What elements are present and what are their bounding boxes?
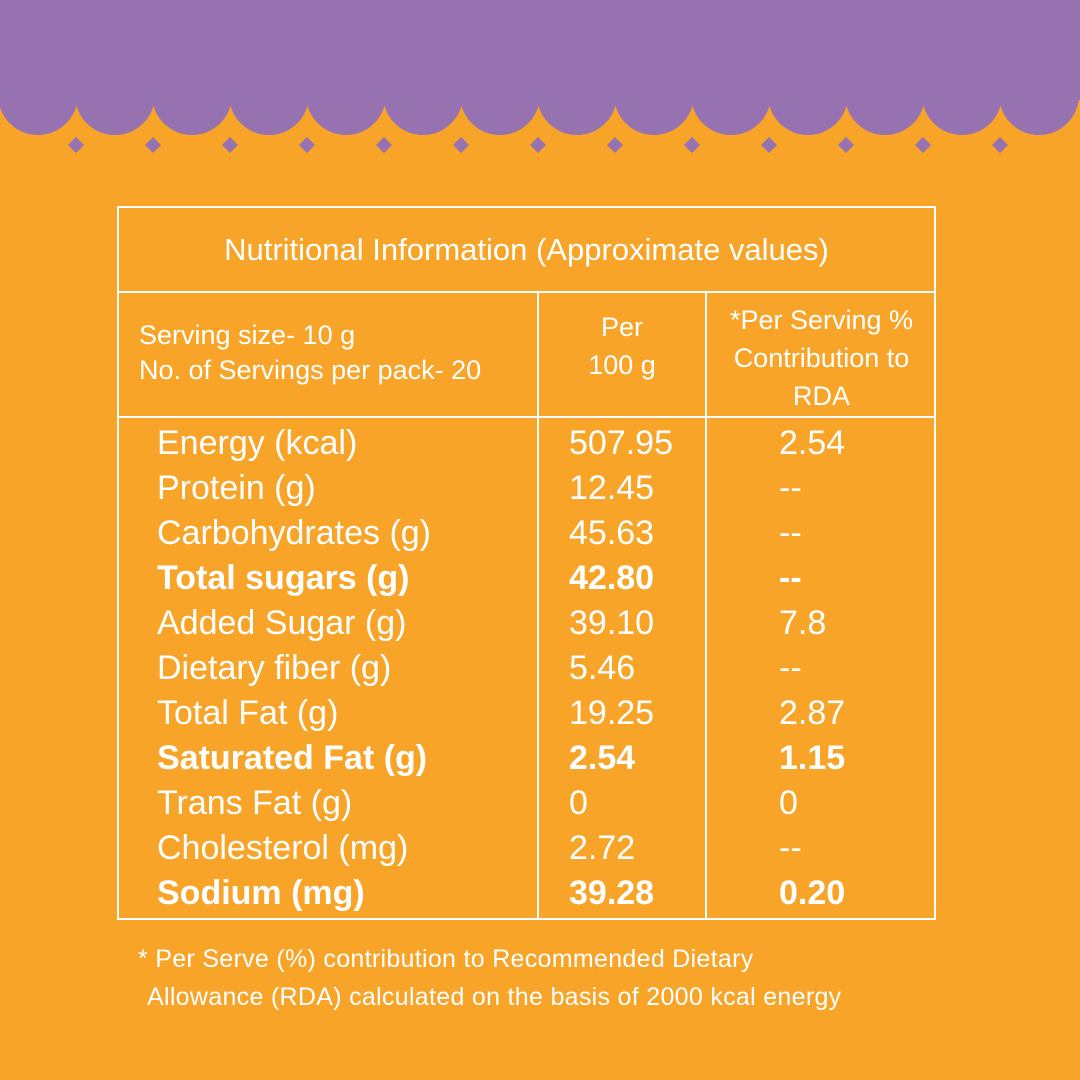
nutrient-rda-percent: -- xyxy=(779,649,802,687)
nutrient-per-100g: 45.63 xyxy=(569,514,655,552)
footnote-line-2: Allowance (RDA) calculated on the basis … xyxy=(147,983,842,1011)
nutrient-label: Cholesterol (mg) xyxy=(157,829,409,867)
header-divider xyxy=(119,416,934,418)
nutrient-per-100g: 39.10 xyxy=(569,604,655,642)
nutrient-rda-percent: -- xyxy=(779,469,802,507)
per-100g-header: Per 100 g xyxy=(588,312,656,380)
nutrient-rda-percent: 0 xyxy=(779,784,798,822)
nutrient-label: Total sugars (g) xyxy=(157,559,410,597)
rda-header: *Per Serving % Contribution to RDA xyxy=(729,305,914,411)
nutrient-per-100g: 5.46 xyxy=(569,649,636,687)
column-divider-2 xyxy=(705,291,707,920)
scalloped-header-band xyxy=(0,0,1080,153)
nutrient-label: Added Sugar (g) xyxy=(157,604,407,642)
table-title: Nutritional Information (Approximate val… xyxy=(224,232,829,267)
nutrient-label: Protein (g) xyxy=(157,469,316,507)
nutrient-label: Sodium (mg) xyxy=(157,874,365,912)
nutrient-rda-percent: 0.20 xyxy=(779,874,846,912)
nutrient-per-100g: 0 xyxy=(569,784,588,822)
servings-per-pack: No. of Servings per pack- 20 xyxy=(139,355,482,385)
serving-size: Serving size- 10 g xyxy=(139,320,356,350)
nutrient-label: Energy (kcal) xyxy=(157,424,358,462)
nutrient-per-100g: 19.25 xyxy=(569,694,655,732)
nutrient-per-100g: 42.80 xyxy=(569,559,655,597)
nutrient-rda-percent: -- xyxy=(779,514,802,552)
nutrient-rda-percent: -- xyxy=(779,829,802,867)
nutrient-per-100g: 507.95 xyxy=(569,424,673,462)
nutrient-label: Dietary fiber (g) xyxy=(157,649,392,687)
nutrient-per-100g: 12.45 xyxy=(569,469,655,507)
nutrient-rda-percent: -- xyxy=(779,559,802,597)
nutrient-per-100g: 2.72 xyxy=(569,829,636,867)
title-divider xyxy=(119,291,934,293)
nutrient-label: Carbohydrates (g) xyxy=(157,514,432,552)
nutrient-label: Total Fat (g) xyxy=(157,694,339,732)
nutrition-table: Nutritional Information (Approximate val… xyxy=(117,206,936,920)
serving-info: Serving size- 10 g No. of Servings per p… xyxy=(139,318,481,388)
footnote-line-1: * Per Serve (%) contribution to Recommen… xyxy=(138,945,754,973)
nutrient-label: Saturated Fat (g) xyxy=(157,739,428,777)
nutrient-rda-percent: 2.54 xyxy=(779,424,846,462)
rda-footnote: * Per Serve (%) contribution to Recommen… xyxy=(138,940,841,1016)
column-divider-1 xyxy=(537,291,539,920)
nutrient-label: Trans Fat (g) xyxy=(157,784,353,822)
nutrient-rda-percent: 7.8 xyxy=(779,604,827,642)
nutrient-per-100g: 39.28 xyxy=(569,874,655,912)
nutrient-rda-percent: 2.87 xyxy=(779,694,846,732)
nutrient-per-100g: 2.54 xyxy=(569,739,636,777)
nutrient-rda-percent: 1.15 xyxy=(779,739,846,777)
